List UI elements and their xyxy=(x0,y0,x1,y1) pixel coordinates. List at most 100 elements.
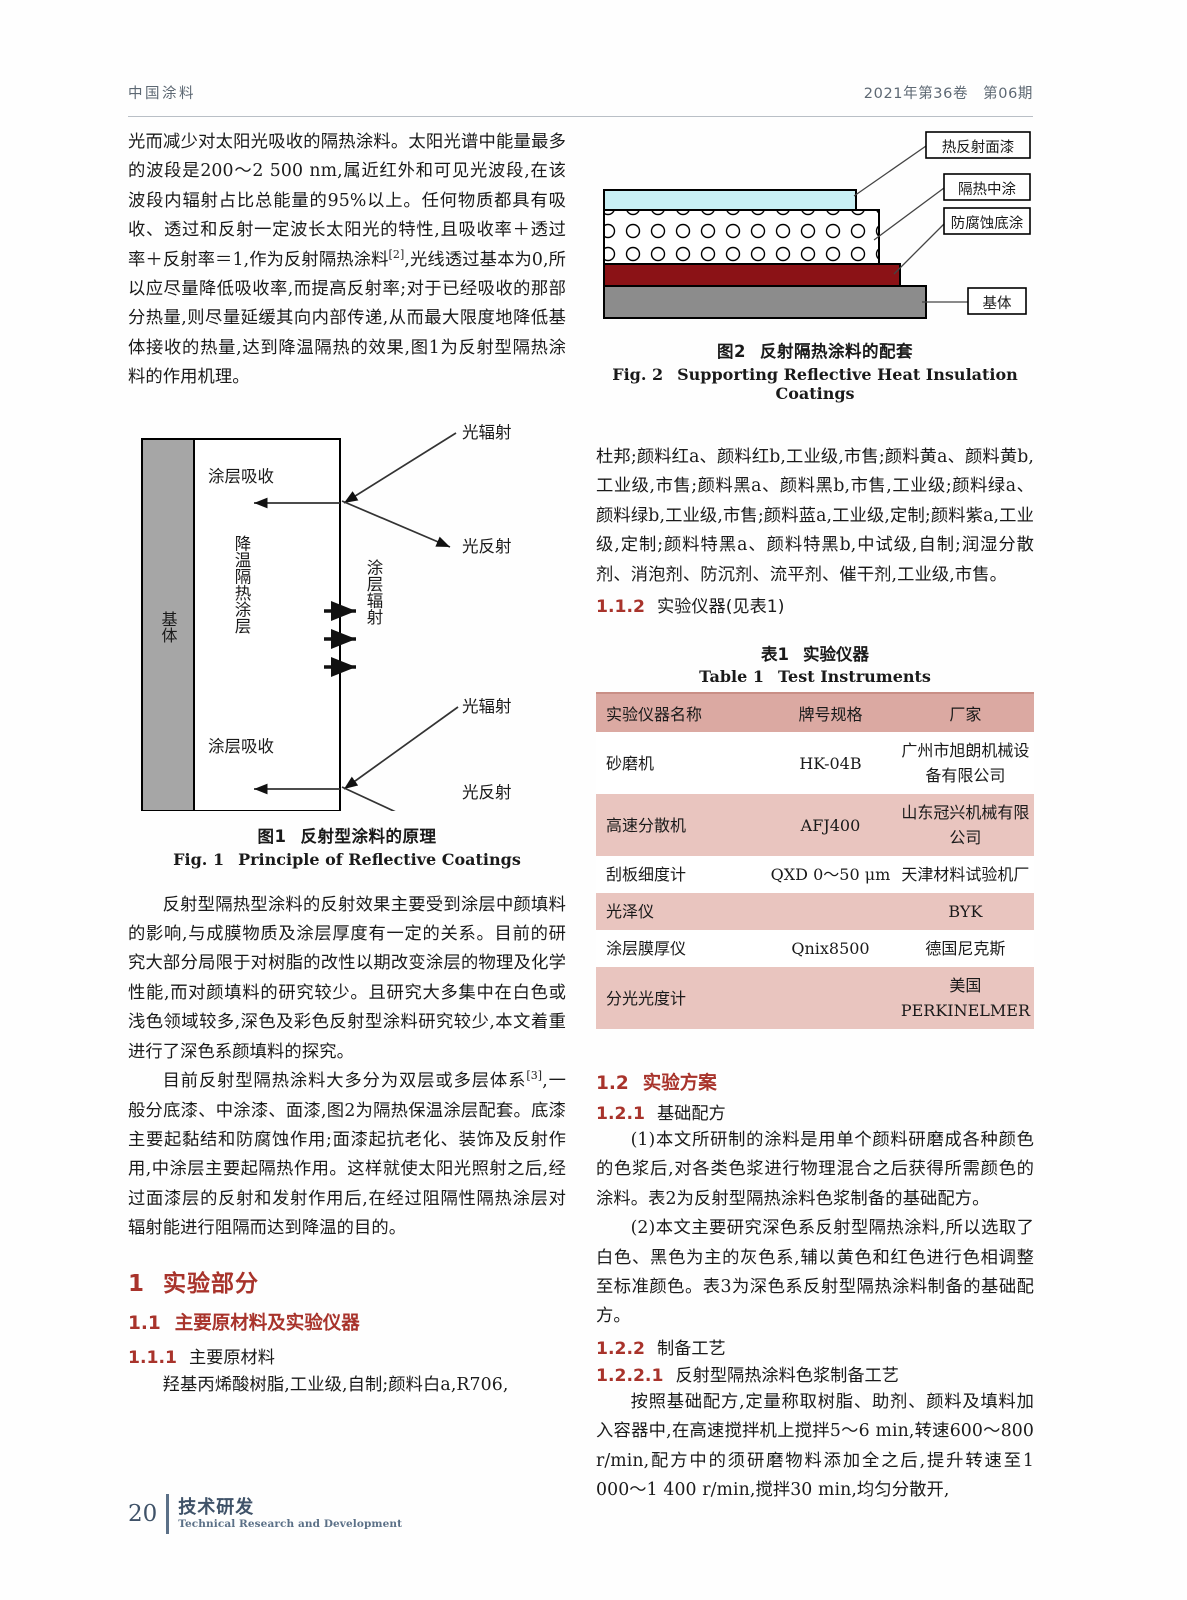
table-header: 实验仪器名称 牌号规格 厂家 xyxy=(596,692,1034,733)
left-para1-a: 光而减少对太阳光吸收的隔热涂料。太阳光谱中能量最多的波段是200～2 500 n… xyxy=(128,132,566,270)
reference-marker-3: [3] xyxy=(526,1069,543,1083)
fig1-label-light-radiation-top: 光辐射 xyxy=(462,422,512,442)
table-1-caption-cn: 表1 实验仪器 xyxy=(596,641,1034,665)
fig1-en-text: Principle of Reflective Coatings xyxy=(238,849,521,869)
fig1-label-substrate: 基体 xyxy=(158,610,178,643)
figure-2-caption-en: Fig. 2 Supporting Reflective Heat Insulat… xyxy=(596,365,1034,403)
page-header: 中国涂料 2021年第36卷 第06期 xyxy=(128,82,1033,117)
heading-121-number: 1.2.1 xyxy=(596,1104,645,1125)
table-row: 分光光度计 美国PERKINELMER xyxy=(596,967,1034,1030)
cell-instrument-maker: 山东冠兴机械有限公司 xyxy=(896,794,1034,857)
right-paragraph-4: 按照基础配方,定量称取树脂、助剂、颜料及填料加入容器中,在高速搅拌机上搅拌5～6… xyxy=(596,1391,1034,1501)
fig2-label-substrate: 基体 xyxy=(982,295,1012,312)
table-row: 高速分散机 AFJ400 山东冠兴机械有限公司 xyxy=(596,794,1034,857)
right-column: 热反射面漆 隔热中涂 防腐蚀底涂 基体 图2 反射隔热涂料的配套 Fig. 2 Su… xyxy=(596,128,1034,1506)
fig1-label-coating-radiation: 涂层辐射 xyxy=(364,558,383,625)
fig1-label-light-reflect-bottom: 光反射 xyxy=(462,782,512,802)
figure-2-caption-cn: 图2 反射隔热涂料的配套 xyxy=(596,338,1034,362)
table-row: 刮板细度计 QXD 0～50 μm 天津材料试验机厂 xyxy=(596,856,1034,894)
table-test-instruments: 实验仪器名称 牌号规格 厂家 砂磨机 HK-04B 广州市旭朗机械设备有限公司 … xyxy=(596,692,1034,1030)
cell-instrument-name: 分光光度计 xyxy=(596,967,765,1030)
table-row: 光泽仪 BYK xyxy=(596,893,1034,931)
fig1-cn-label: 图1 xyxy=(257,826,287,846)
right-paragraph-3: (2)本文主要研究深色系反射型隔热涂料,所以选取了白色、黑色为主的灰色系,辅以黄… xyxy=(596,1218,1034,1327)
heading-section-1-1-1: 1.1.1 主要原材料 xyxy=(128,1343,566,1368)
tbl1-en-text: Test Instruments xyxy=(777,667,931,687)
heading-122-text: 制备工艺 xyxy=(656,1338,726,1359)
heading-121-text: 基础配方 xyxy=(656,1104,726,1125)
fig2-cn-label: 图2 xyxy=(717,342,746,361)
heading-111-text: 主要原材料 xyxy=(188,1347,275,1368)
figure-1-caption-en: Fig. 1 Principle of Reflective Coatings xyxy=(128,850,566,869)
cell-instrument-model: HK-04B xyxy=(764,732,897,795)
page-footer: 20 技术研发 Technical Research and Developme… xyxy=(128,1494,402,1534)
cell-instrument-name: 刮板细度计 xyxy=(596,856,765,894)
left-para3-b: ,一般分底漆、中涂漆、面漆,图2为隔热保温涂层配套。底漆主要起黏结和防腐蚀作用;… xyxy=(128,1071,566,1239)
fig1-label-light-reflect-top: 光反射 xyxy=(462,536,512,556)
fig2-cn-text: 反射隔热涂料的配套 xyxy=(759,342,913,361)
heading-section-1-1: 1.1 主要原材料及实验仪器 xyxy=(128,1309,566,1335)
table-row: 涂层膜厚仪 Qnix8500 德国尼克斯 xyxy=(596,930,1034,968)
page-number: 20 xyxy=(128,1501,158,1527)
right-paragraph-1: 杜邦;颜料红a、颜料红b,工业级,市售;颜料黄a、颜料黄b,工业级,市售;颜料黑… xyxy=(596,447,1034,585)
fig1-label-light-radiation-bottom: 光辐射 xyxy=(462,696,512,716)
cell-instrument-maker: BYK xyxy=(896,893,1034,931)
cell-instrument-model: QXD 0～50 μm xyxy=(764,856,897,894)
heading-section-1-1-2: 1.1.2 实验仪器(见表1) xyxy=(596,592,1034,617)
cell-instrument-maker: 美国PERKINELMER xyxy=(896,967,1034,1030)
table-1-caption-en: Table 1 Test Instruments xyxy=(596,667,1034,686)
cell-instrument-maker: 天津材料试验机厂 xyxy=(896,856,1034,894)
fig1-en-label: Fig. 1 xyxy=(173,849,225,869)
fig2-label-midcoat: 隔热中涂 xyxy=(958,181,1016,198)
figure-1-caption-cn: 图1 反射型涂料的原理 xyxy=(128,823,566,847)
table-row: 砂磨机 HK-04B 广州市旭朗机械设备有限公司 xyxy=(596,732,1034,795)
cell-instrument-name: 砂磨机 xyxy=(596,732,765,795)
heading-1221-number: 1.2.2.1 xyxy=(596,1365,664,1386)
fig1-label-cooling-coating: 降温隔热涂层 xyxy=(232,534,251,634)
tbl1-cn-text: 实验仪器 xyxy=(802,645,869,665)
left-paragraph-2: 反射型隔热型涂料的反射效果主要受到涂层中颜填料的影响,与成膜物质及涂层厚度有一定… xyxy=(128,894,566,1062)
cell-instrument-model xyxy=(764,967,897,1030)
fig2-label-primer: 防腐蚀底涂 xyxy=(950,215,1024,232)
figure-1-diagram xyxy=(141,431,459,811)
tbl1-en-label: Table 1 xyxy=(699,667,764,687)
cell-instrument-model: Qnix8500 xyxy=(764,930,897,968)
right-paragraph-2: (1)本文所研制的涂料是用单个颜料研磨成各种颜色的色浆后,对各类色浆进行物理混合… xyxy=(596,1130,1034,1209)
heading-section-1-2-2: 1.2.2 制备工艺 xyxy=(596,1334,1034,1359)
heading-section-1-2-1: 1.2.1 基础配方 xyxy=(596,1099,1034,1124)
heading-1221-text: 反射型隔热涂料色浆制备工艺 xyxy=(675,1365,899,1386)
heading-112-number: 1.1.2 xyxy=(596,597,645,618)
heading-1-text: 实验部分 xyxy=(163,1270,260,1297)
cell-instrument-model: AFJ400 xyxy=(764,794,897,857)
heading-112-text: 实验仪器(见表1) xyxy=(656,597,785,618)
heading-section-1-2: 1.2 实验方案 xyxy=(596,1069,1034,1095)
left-paragraph-1: 光而减少对太阳光吸收的隔热涂料。太阳光谱中能量最多的波段是200～2 500 n… xyxy=(128,128,566,393)
cell-instrument-maker: 广州市旭朗机械设备有限公司 xyxy=(896,732,1034,795)
column-header-maker: 厂家 xyxy=(896,692,1034,733)
heading-12-text: 实验方案 xyxy=(642,1073,717,1095)
figure-2-diagram xyxy=(603,131,1031,319)
heading-11-text: 主要原材料及实验仪器 xyxy=(174,1312,360,1334)
left-column: 光而减少对太阳光吸收的隔热涂料。太阳光谱中能量最多的波段是200～2 500 n… xyxy=(128,128,566,1400)
left-paragraph-4: 羟基丙烯酸树脂,工业级,自制;颜料白a,R706, xyxy=(162,1374,509,1395)
footer-section-cn: 技术研发 xyxy=(178,1497,255,1518)
table-header-row: 实验仪器名称 牌号规格 厂家 xyxy=(596,692,1034,733)
left-paragraph-3: 目前反射型隔热涂料大多分为双层或多层体系[3],一般分底漆、中涂漆、面漆,图2为… xyxy=(128,1067,566,1243)
fig2-label-topcoat: 热反射面漆 xyxy=(941,139,1015,156)
heading-122-number: 1.2.2 xyxy=(596,1338,645,1359)
heading-section-1-2-2-1: 1.2.2.1 反射型隔热涂料色浆制备工艺 xyxy=(596,1361,1034,1386)
left-para3-a: 目前反射型隔热涂料大多分为双层或多层体系 xyxy=(162,1071,527,1092)
footer-section-en: Technical Research and Development xyxy=(178,1518,403,1530)
heading-1-number: 1 xyxy=(128,1270,146,1297)
figure-2: 热反射面漆 隔热中涂 防腐蚀底涂 基体 xyxy=(596,128,1034,328)
fig1-label-absorb-top: 涂层吸收 xyxy=(208,466,274,486)
footer-section: 技术研发 Technical Research and Development xyxy=(178,1497,402,1531)
left-para1-b: ,光线透过基本为0,所以应尽量降低吸收率,而提高反射率;对于已经吸收的那部分热量… xyxy=(128,249,566,388)
reference-marker-2: [2] xyxy=(388,247,405,261)
cell-instrument-name: 涂层膜厚仪 xyxy=(596,930,765,968)
column-header-model: 牌号规格 xyxy=(764,692,897,733)
column-header-name: 实验仪器名称 xyxy=(596,692,765,733)
heading-section-1: 1 实验部分 xyxy=(128,1264,566,1298)
cell-instrument-model xyxy=(764,893,897,931)
